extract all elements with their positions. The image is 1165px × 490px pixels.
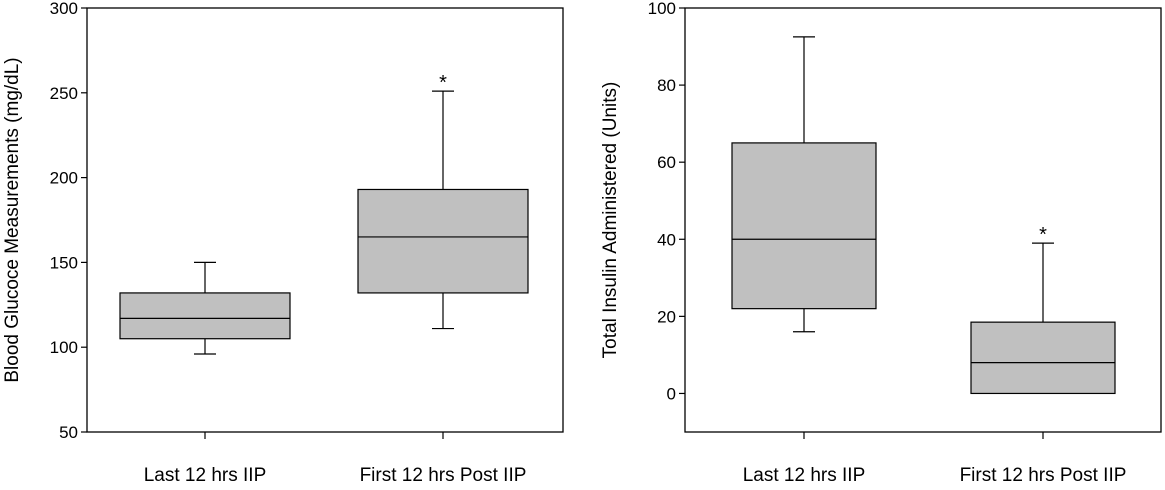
y-tick-label: 60 — [657, 153, 676, 172]
box-iqr — [970, 321, 1116, 395]
box-iqr — [119, 292, 291, 340]
y-tick-label: 80 — [657, 76, 676, 95]
y-tick-label: 40 — [657, 230, 676, 249]
y-tick-label: 50 — [59, 423, 78, 442]
y-axis-title: Total Insulin Administered (Units) — [600, 82, 621, 359]
y-tick-label: 300 — [50, 0, 78, 18]
plot-frame — [86, 7, 564, 433]
box-iqr — [357, 188, 529, 294]
y-tick-label: 20 — [657, 307, 676, 326]
y-tick-label: 0 — [667, 384, 676, 403]
significance-marker: * — [1039, 224, 1047, 246]
y-tick-label: 100 — [50, 338, 78, 357]
glucose-boxplot-panel: 50 100 150 200 250 300 Blood Glucoce Measureme… — [2, 0, 564, 486]
y-axis-title: Blood Glucoce Measurements (mg/dL) — [2, 57, 23, 382]
x-category-label: Last 12 hrs IIP — [743, 465, 866, 486]
plot-frame — [684, 7, 1162, 433]
x-category-label: Last 12 hrs IIP — [144, 465, 267, 486]
insulin-boxplot-panel: 0 20 40 60 80 100 Total Insulin Administered (… — [600, 0, 1162, 486]
x-category-label: First 12 hrs Post IIP — [360, 465, 527, 486]
y-tick-label: 250 — [50, 84, 78, 103]
x-category-label: First 12 hrs Post IIP — [960, 465, 1127, 486]
y-tick-label: 150 — [50, 253, 78, 272]
y-tick-label: 200 — [50, 169, 78, 188]
box-iqr — [731, 142, 877, 310]
significance-marker: * — [439, 72, 447, 94]
y-tick-label: 100 — [648, 0, 676, 18]
